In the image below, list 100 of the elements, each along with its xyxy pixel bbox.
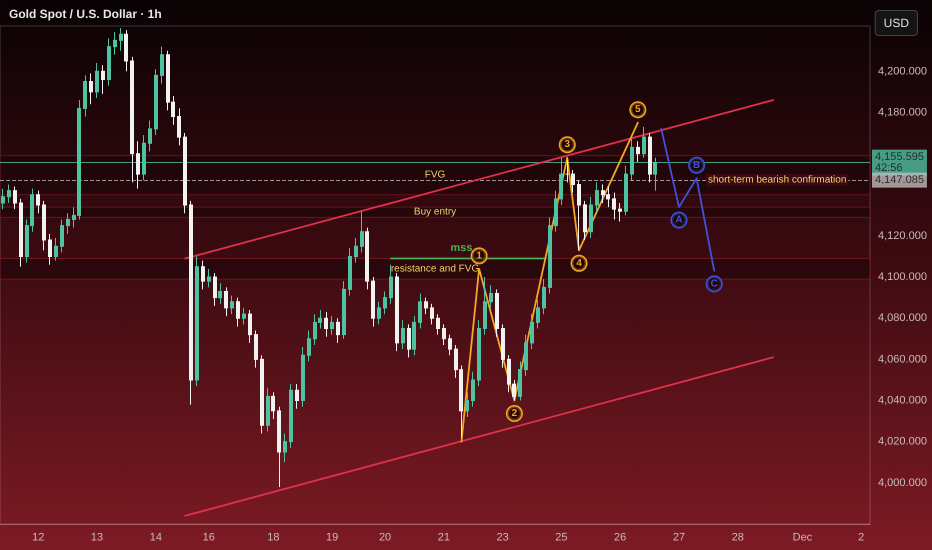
candlestick: [436, 314, 440, 336]
candlestick: [648, 132, 652, 183]
y-tick-label: 4,020.000: [878, 436, 927, 448]
x-tick-label: 14: [150, 532, 162, 544]
x-tick-label: 28: [732, 532, 744, 544]
candlestick: [89, 72, 93, 105]
candlestick: [301, 346, 305, 408]
annotation: short-term bearish confirmation: [708, 174, 846, 186]
candlestick: [48, 233, 52, 266]
ref-line-label: 4,147.085: [875, 174, 924, 186]
candlestick: [577, 180, 581, 251]
candlestick: [501, 324, 505, 368]
candlestick: [483, 276, 487, 336]
candlestick: [160, 46, 164, 84]
candlestick: [612, 192, 616, 220]
candlestick: [42, 200, 46, 251]
candlestick: [183, 132, 187, 214]
y-tick-label: 4,180.000: [878, 106, 927, 118]
candlestick: [518, 360, 522, 402]
candlestick: [101, 64, 105, 94]
candlestick: [360, 210, 364, 253]
candlestick: [348, 248, 352, 296]
candlestick: [401, 320, 405, 350]
candlestick: [154, 68, 158, 136]
candlestick: [595, 182, 599, 212]
candlestick: [330, 316, 334, 336]
candlestick: [418, 293, 422, 330]
annotation: 5: [635, 104, 642, 116]
x-tick-label: 2: [858, 532, 864, 544]
x-tick-label: 26: [614, 532, 626, 544]
candlestick: [242, 307, 246, 325]
candlestick: [371, 276, 375, 327]
y-tick-label: 4,000.000: [878, 476, 927, 489]
candlestick: [236, 297, 240, 327]
candlestick: [136, 140, 140, 190]
ref-line-label: 4,155.595 42:56: [875, 151, 924, 174]
y-tick-label: 4,100.000: [878, 271, 927, 284]
candlestick: [107, 38, 111, 86]
candlestick: [530, 314, 534, 350]
candlestick: [589, 196, 593, 238]
candlestick: [248, 309, 252, 344]
candlestick: [495, 288, 499, 338]
candlestick: [389, 264, 393, 304]
candlestick: [548, 216, 552, 294]
candlestick: [407, 324, 411, 358]
candlestick: [277, 406, 281, 488]
band-label: FVG: [424, 170, 446, 181]
x-tick-label: 16: [202, 532, 215, 544]
candlestick: [624, 165, 628, 216]
annotation: C: [710, 278, 718, 290]
annotation: 3: [564, 139, 571, 150]
candlestick: [266, 388, 270, 432]
candlestick: [124, 30, 128, 72]
x-tick-label: 25: [555, 532, 568, 544]
x-tick-label: 12: [32, 532, 44, 544]
candlestick: [148, 120, 152, 152]
candlestick: [542, 278, 546, 315]
candlestick: [13, 186, 17, 210]
annotation: 1: [476, 250, 482, 262]
annotation: B: [692, 160, 700, 171]
y-tick-label: 4,200.000: [878, 65, 927, 78]
x-tick-label: 20: [378, 532, 392, 544]
candlestick: [83, 74, 87, 118]
text: USD: [884, 16, 910, 30]
candlestick: [1, 188, 5, 210]
candlestick: [424, 297, 428, 315]
y-tick-label: 4,120.000: [878, 230, 927, 242]
annotation: 4: [576, 258, 582, 269]
candlestick: [583, 200, 587, 241]
candlestick: [130, 56, 134, 183]
annotation: 2: [512, 408, 518, 420]
x-tick-label: Dec: [792, 532, 813, 544]
band-label: Buy entry: [414, 206, 456, 218]
candlestick: [54, 237, 58, 262]
x-tick-label: 23: [496, 532, 509, 544]
candlestick: [642, 126, 646, 158]
candlestick: [536, 299, 540, 330]
candlestick: [260, 354, 264, 434]
candlestick: [230, 295, 234, 315]
candlestick: [283, 432, 287, 463]
candlestick: [565, 159, 569, 183]
candlestick: [354, 237, 358, 264]
chart-title: Gold Spot / U.S. Dollar · 1h: [9, 7, 162, 21]
candlestick: [465, 392, 469, 418]
candlestick: [442, 324, 446, 346]
annotation: A: [675, 214, 683, 226]
candlestick: [324, 312, 328, 338]
candlestick: [218, 282, 222, 304]
candlestick: [412, 316, 416, 356]
x-tick-label: 13: [90, 532, 104, 544]
candlestick: [571, 170, 575, 194]
candlestick: [66, 212, 70, 234]
candlestick: [201, 260, 205, 290]
candlestick: [95, 62, 99, 99]
candlestick: [383, 290, 387, 315]
candlestick: [254, 330, 258, 368]
candlestick: [342, 280, 346, 340]
candlestick: [7, 184, 11, 204]
y-tick-label: 4,060.000: [878, 353, 927, 366]
candlestick: [365, 227, 369, 290]
